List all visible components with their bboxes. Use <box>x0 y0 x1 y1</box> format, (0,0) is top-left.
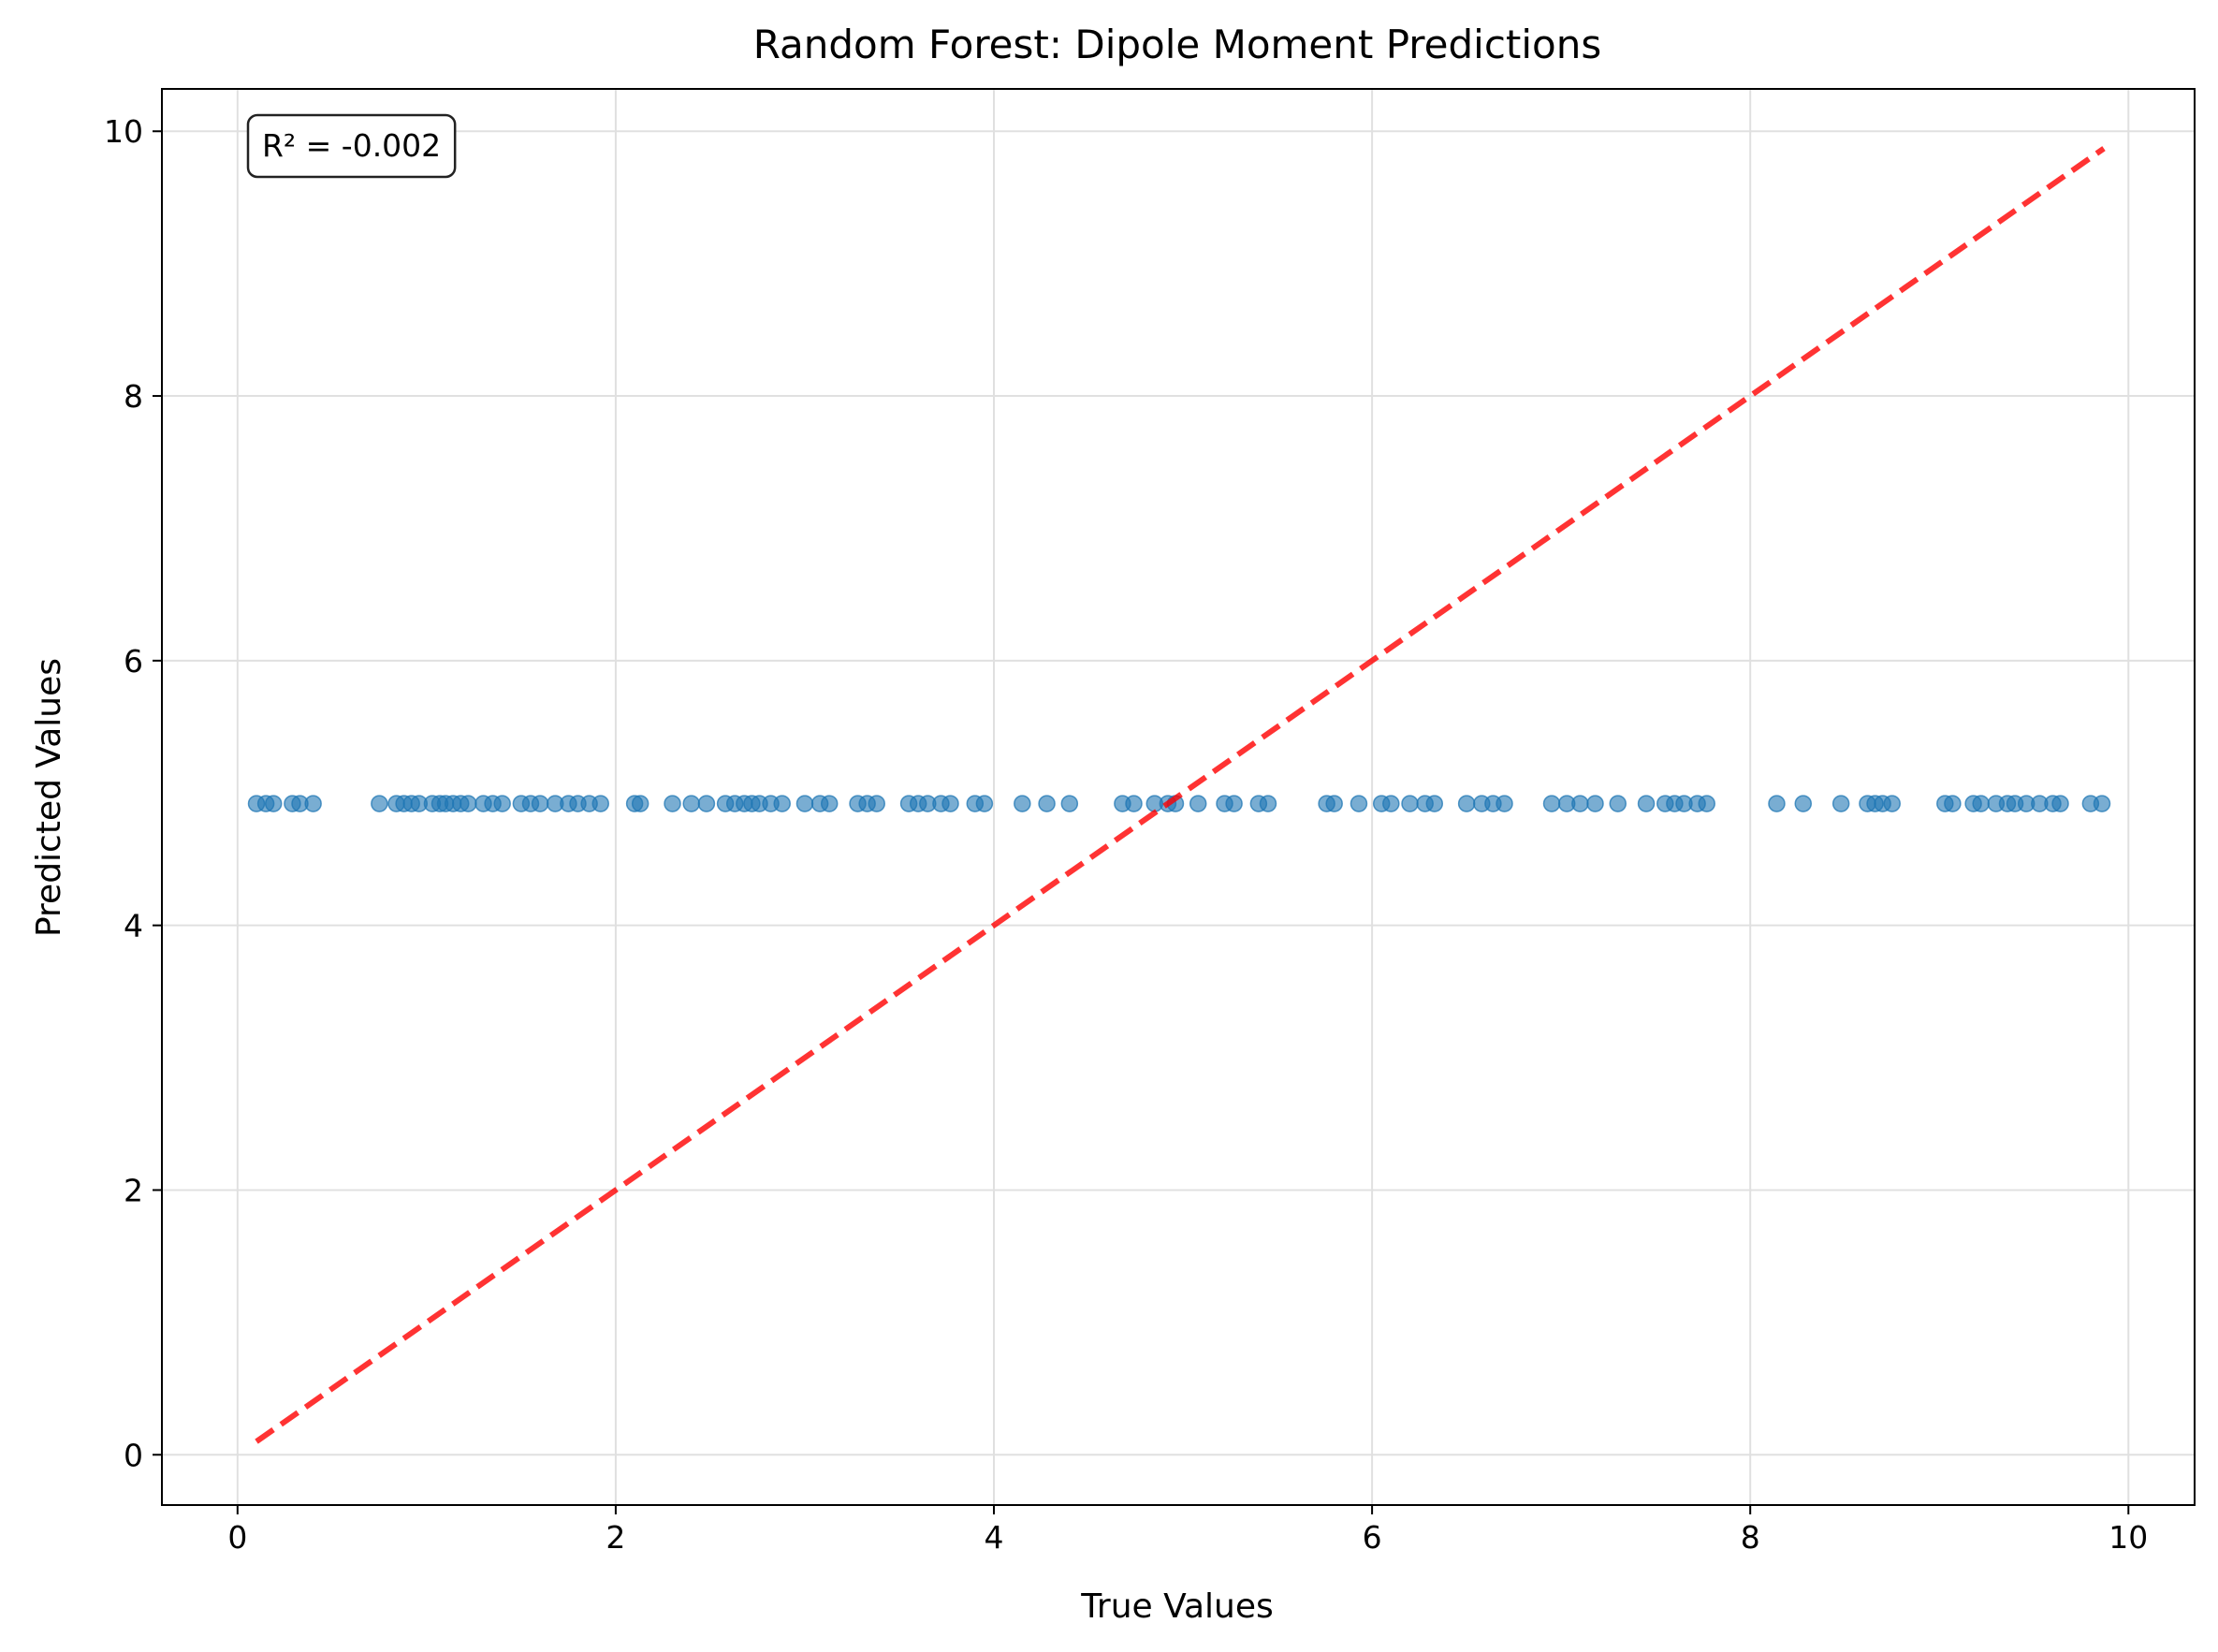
x-tick-label: 6 <box>1363 1519 1382 1556</box>
x-tick-label: 8 <box>1741 1519 1760 1556</box>
scatter-point <box>2051 795 2069 812</box>
scatter-point <box>1972 795 1990 812</box>
scatter-point <box>1350 795 1368 812</box>
grid <box>162 89 2195 1505</box>
scatter-point <box>1189 795 1207 812</box>
scatter-point <box>2093 795 2111 812</box>
y-tick-label: 8 <box>124 378 143 415</box>
scatter-point <box>1325 795 1343 812</box>
scatter-point <box>1496 795 1513 812</box>
scatter-point <box>1698 795 1715 812</box>
y-tick-label: 4 <box>124 908 143 944</box>
scatter-point <box>1586 795 1604 812</box>
reference-line <box>255 146 2106 1444</box>
scatter-point <box>371 795 388 812</box>
scatter-point <box>975 795 994 812</box>
scatter-point <box>493 795 511 812</box>
scatter-point <box>591 795 609 812</box>
y-tick-label: 2 <box>124 1172 143 1208</box>
scatter-point <box>773 795 791 812</box>
scatter-point <box>531 795 549 812</box>
scatter-point <box>1401 795 1419 812</box>
scatter-point <box>1259 795 1277 812</box>
scatter-point <box>941 795 959 812</box>
x-tick-label: 10 <box>2109 1519 2148 1556</box>
scatter-point <box>1225 795 1243 812</box>
scatter-point <box>1571 795 1589 812</box>
scatter-point <box>1382 795 1400 812</box>
scatter-point <box>1768 795 1786 812</box>
y-axis-label: Predicted Values <box>30 658 68 937</box>
annotation-frame <box>246 113 457 179</box>
scatter-point <box>1125 795 1143 812</box>
axis-ticks: 0 2 4 6 8 10 0 2 4 6 8 10 <box>104 113 2148 1556</box>
scatter-point <box>795 795 814 812</box>
scatter-point <box>304 795 322 812</box>
scatter-point <box>697 795 716 812</box>
scatter-point <box>664 795 681 812</box>
scatter-point <box>820 795 839 812</box>
chart-title: Random Forest: Dipole Moment Predictions <box>753 22 1602 67</box>
scatter-points <box>247 795 2111 812</box>
scatter-point <box>1014 795 1031 812</box>
plot-area-frame <box>161 88 2196 1506</box>
scatter-point <box>1609 795 1627 812</box>
scatter-point <box>868 795 885 812</box>
r-squared-label: R² = -0.002 <box>262 127 441 164</box>
scatter-point <box>1038 795 1056 812</box>
scatter-point <box>1425 795 1444 812</box>
x-tick-label: 4 <box>985 1519 1004 1556</box>
scatter-point <box>1944 795 1962 812</box>
x-tick-label: 0 <box>227 1519 247 1556</box>
scatter-point <box>1637 795 1656 812</box>
y-tick-label: 6 <box>124 643 143 680</box>
y-tick-label: 10 <box>104 113 143 150</box>
x-axis-label: True Values <box>1080 1587 1274 1626</box>
reference-line-group <box>255 146 2106 1444</box>
x-tick-label: 2 <box>606 1519 625 1556</box>
scatter-point <box>1457 795 1476 812</box>
annotation-box: R² = -0.002 <box>246 113 457 179</box>
scatter-point <box>1883 795 1901 812</box>
scatter-point <box>1794 795 1813 812</box>
scatter-point <box>1542 795 1561 812</box>
scatter-point <box>631 795 649 812</box>
scatter-point <box>1060 795 1079 812</box>
scatter-point <box>682 795 700 812</box>
scatter-point <box>264 795 283 812</box>
scatter-point <box>1831 795 1850 812</box>
scatter-point <box>460 795 477 812</box>
y-tick-label: 0 <box>124 1437 143 1473</box>
